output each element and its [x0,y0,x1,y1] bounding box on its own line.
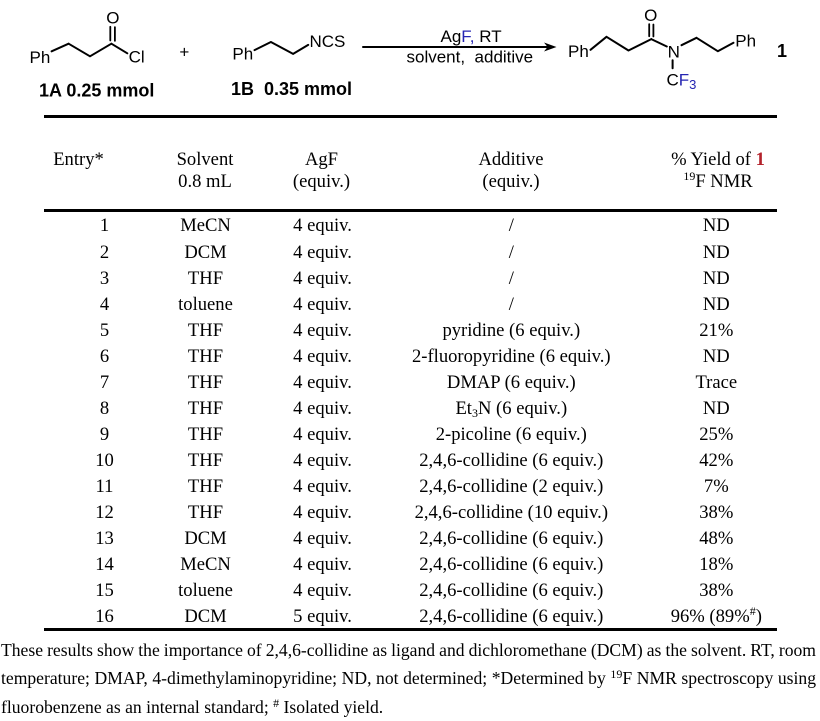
svg-text:1: 1 [777,41,787,61]
svg-text:O: O [644,6,657,25]
svg-text:Ph: Ph [735,32,756,51]
svg-text:1B 0.35 mmol: 1B 0.35 mmol [231,79,352,99]
svg-text:Ph: Ph [232,45,253,64]
svg-text:N: N [668,42,680,61]
svg-text:O: O [106,9,119,28]
svg-text:AgF, RT: AgF, RT [441,27,502,46]
svg-text:Ph: Ph [30,48,51,67]
svg-text:+: + [179,43,189,62]
svg-text:solvent, additive: solvent, additive [407,48,534,67]
svg-text:Cl: Cl [129,47,145,66]
svg-text:NCS: NCS [310,32,346,51]
svg-text:Ph: Ph [568,42,589,61]
svg-text:1A 0.25 mmol: 1A 0.25 mmol [39,80,154,100]
svg-text:CF3: CF3 [667,70,697,91]
